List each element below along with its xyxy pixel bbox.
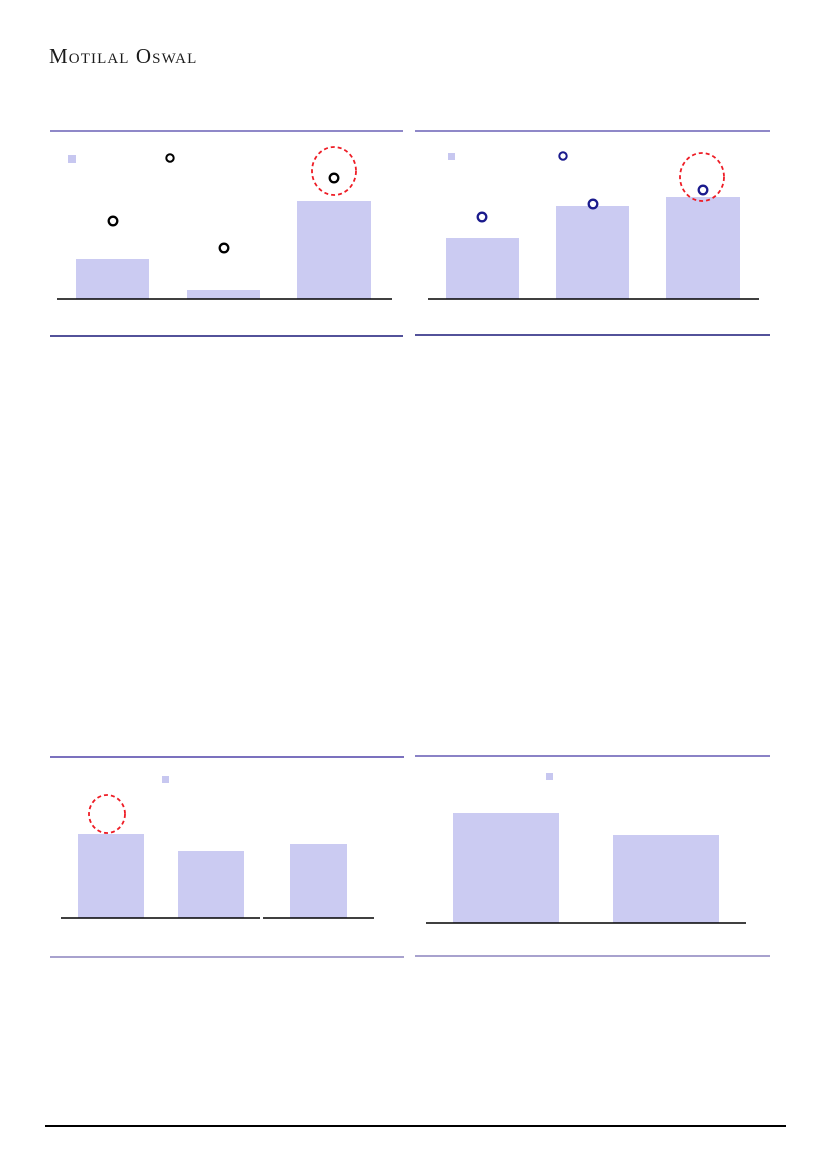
chart-bottom-right-bar-2: [613, 835, 719, 923]
chart-top-right-bar-2: [556, 206, 629, 299]
chart-top-right-point-marker-1: [476, 211, 488, 223]
footer-divider: [45, 1125, 786, 1127]
chart-top-left-legend-ring-marker: [165, 153, 175, 163]
chart-bottom-right-legend-square: [546, 773, 553, 780]
chart-top-left-point-marker-1: [107, 215, 119, 227]
chart-top-left-point-marker-3: [328, 172, 340, 184]
chart-top-right-legend-ring-marker: [558, 151, 568, 161]
chart-top-left-bar-1: [76, 259, 149, 299]
chart-top-right-bar-3: [666, 197, 740, 299]
chart-top-left-point-marker-2: [218, 242, 230, 254]
chart-bottom-left-bar-3: [290, 844, 347, 918]
chart-top-right-red-highlight-ellipse: [679, 152, 725, 202]
chart-top-left-legend-square: [68, 155, 76, 163]
chart-top-right-bar-1: [446, 238, 519, 299]
chart-top-right-point-marker-2: [587, 198, 599, 210]
chart-bottom-left-red-highlight-ellipse: [88, 794, 126, 834]
motilal-oswal-logo: Motilal Oswal: [49, 44, 198, 68]
chart-top-left-red-highlight-ellipse: [311, 146, 357, 196]
chart-bottom-left-bar-1: [78, 834, 144, 918]
chart-bottom-left-bar-2: [178, 851, 244, 918]
chart-top-right-point-marker-3: [697, 184, 709, 196]
chart-top-left-bar-2: [187, 290, 260, 299]
chart-bottom-right-bar-1: [453, 813, 559, 923]
chart-top-right-legend-square: [448, 153, 455, 160]
chart-top-left-bar-3: [297, 201, 371, 299]
chart-bottom-left-legend-square: [162, 776, 169, 783]
